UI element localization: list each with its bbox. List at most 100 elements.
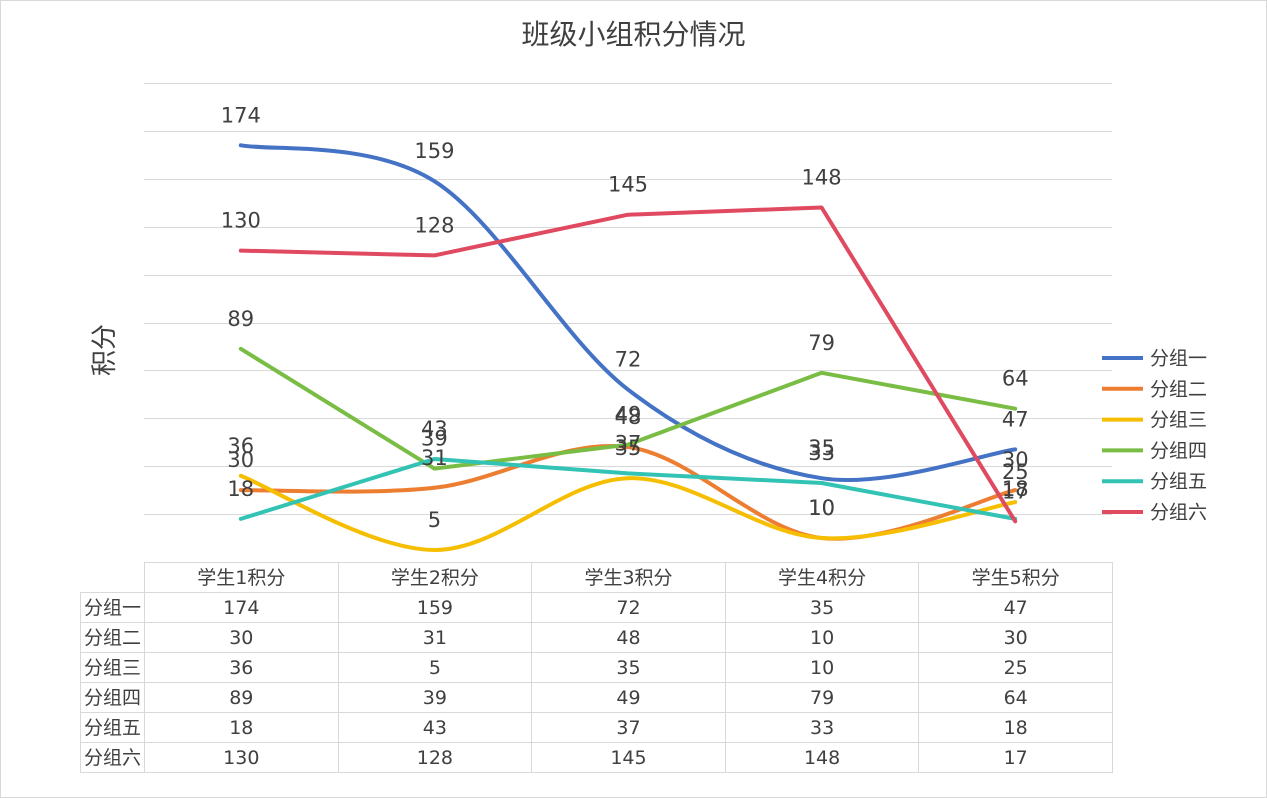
data-label: 30 — [1002, 448, 1029, 472]
table-cell: 10 — [724, 622, 920, 653]
data-label: 145 — [608, 173, 648, 197]
table-cell: 18 — [144, 712, 339, 743]
legend-item: 分组四 — [1102, 440, 1207, 462]
data-label: 43 — [421, 417, 448, 441]
data-label: 10 — [808, 496, 835, 520]
table-column-header: 学生1积分 — [144, 562, 339, 593]
table-cell: 35 — [724, 592, 920, 623]
data-label: 25 — [1002, 460, 1029, 484]
series-lines — [238, 143, 1018, 553]
table-cell: 43 — [337, 712, 533, 743]
table-column-header: 学生3积分 — [531, 562, 726, 593]
data-label: 10 — [808, 496, 835, 520]
data-label: 31 — [421, 446, 448, 470]
data-label: 159 — [414, 139, 454, 163]
legend-item: 分组六 — [1102, 502, 1207, 524]
table-row: 分组二 30 31 48 10 30 — [80, 622, 1113, 653]
data-label: 72 — [615, 348, 642, 372]
data-label: 35 — [615, 436, 642, 460]
legend-item: 分组二 — [1102, 378, 1207, 400]
table-cell: 31 — [337, 622, 533, 653]
data-table: 学生1积分 学生2积分 学生3积分 学生4积分 学生5积分 分组一 174 159 72 35 4… — [80, 562, 1113, 773]
series-5-line — [238, 457, 1018, 521]
legend-label: 分组三 — [1150, 409, 1207, 431]
table-cell: 145 — [531, 742, 726, 773]
table-cell: 30 — [144, 622, 339, 653]
table-cell: 35 — [531, 652, 726, 683]
series-1-line — [238, 143, 1018, 483]
legend-label: 分组一 — [1150, 348, 1207, 370]
data-label: 5 — [428, 508, 441, 532]
legend-label: 分组四 — [1150, 440, 1207, 462]
table-cell: 128 — [337, 742, 533, 773]
table-cell: 5 — [337, 652, 533, 683]
table-cell: 89 — [144, 682, 339, 713]
table-cell: 64 — [918, 682, 1113, 713]
series-3-line — [238, 473, 1018, 553]
table-cell: 30 — [918, 622, 1113, 653]
table-cell: 79 — [724, 682, 920, 713]
table-cell: 72 — [531, 592, 726, 623]
table-row-header: 分组三 — [80, 652, 145, 683]
data-label: 64 — [1002, 367, 1029, 391]
table-cell: 49 — [531, 682, 726, 713]
data-label: 128 — [414, 213, 454, 237]
table-cell: 148 — [724, 742, 920, 773]
data-label: 148 — [802, 166, 842, 190]
data-label: 89 — [227, 307, 254, 331]
table-cell: 33 — [724, 712, 920, 743]
data-label: 35 — [808, 436, 835, 460]
table-cell: 18 — [918, 712, 1113, 743]
table-cell: 130 — [144, 742, 339, 773]
table-column-header: 学生5积分 — [918, 562, 1113, 593]
table-row-header: 分组五 — [80, 712, 145, 743]
data-label: 79 — [808, 331, 835, 355]
data-label: 36 — [227, 434, 254, 458]
legend-label: 分组六 — [1150, 502, 1207, 524]
table-header-row: 学生1积分 学生2积分 学生3积分 学生4积分 学生5积分 — [80, 562, 1113, 593]
legend-label: 分组五 — [1150, 471, 1207, 493]
table-row-header: 分组四 — [80, 682, 145, 713]
table-row: 分组六 130 128 145 148 17 — [80, 742, 1113, 773]
legend-label: 分组二 — [1150, 378, 1207, 400]
table-row: 分组三 36 5 35 10 25 — [80, 652, 1113, 683]
table-cell: 37 — [531, 712, 726, 743]
legend-item: 分组五 — [1102, 471, 1207, 493]
table-cell: 17 — [918, 742, 1113, 773]
table-corner-cell — [80, 562, 145, 593]
legend-item: 分组三 — [1102, 409, 1207, 431]
table-cell: 159 — [337, 592, 533, 623]
series-6-line — [238, 205, 1018, 524]
table-column-header: 学生2积分 — [337, 562, 533, 593]
data-label: 174 — [221, 103, 261, 127]
data-label: 49 — [615, 403, 642, 427]
table-cell: 47 — [918, 592, 1113, 623]
table-row-header: 分组六 — [80, 742, 145, 773]
data-label: 39 — [421, 427, 448, 451]
chart-title: 班级小组积分情况 — [521, 18, 746, 51]
data-label: 48 — [615, 405, 642, 429]
data-label: 30 — [227, 448, 254, 472]
table-row-header: 分组二 — [80, 622, 145, 653]
table-cell: 174 — [144, 592, 339, 623]
data-label: 47 — [1002, 407, 1029, 431]
data-label: 37 — [615, 431, 642, 455]
table-row: 分组四 89 39 49 79 64 — [80, 682, 1113, 713]
data-label: 130 — [221, 209, 261, 233]
table-cell: 10 — [724, 652, 920, 683]
data-label: 17 — [1002, 479, 1029, 503]
data-label: 18 — [1002, 477, 1029, 501]
legend-item: 分组一 — [1102, 348, 1207, 370]
data-label: 18 — [227, 477, 254, 501]
table-row: 分组一 174 159 72 35 47 — [80, 592, 1113, 623]
table-cell: 39 — [337, 682, 533, 713]
table-row: 分组五 18 43 37 33 18 — [80, 712, 1113, 743]
series-4-line — [238, 346, 1018, 471]
table-row-header: 分组一 — [80, 592, 145, 623]
table-cell: 36 — [144, 652, 339, 683]
table-column-header: 学生4积分 — [724, 562, 920, 593]
data-label: 33 — [808, 441, 835, 465]
